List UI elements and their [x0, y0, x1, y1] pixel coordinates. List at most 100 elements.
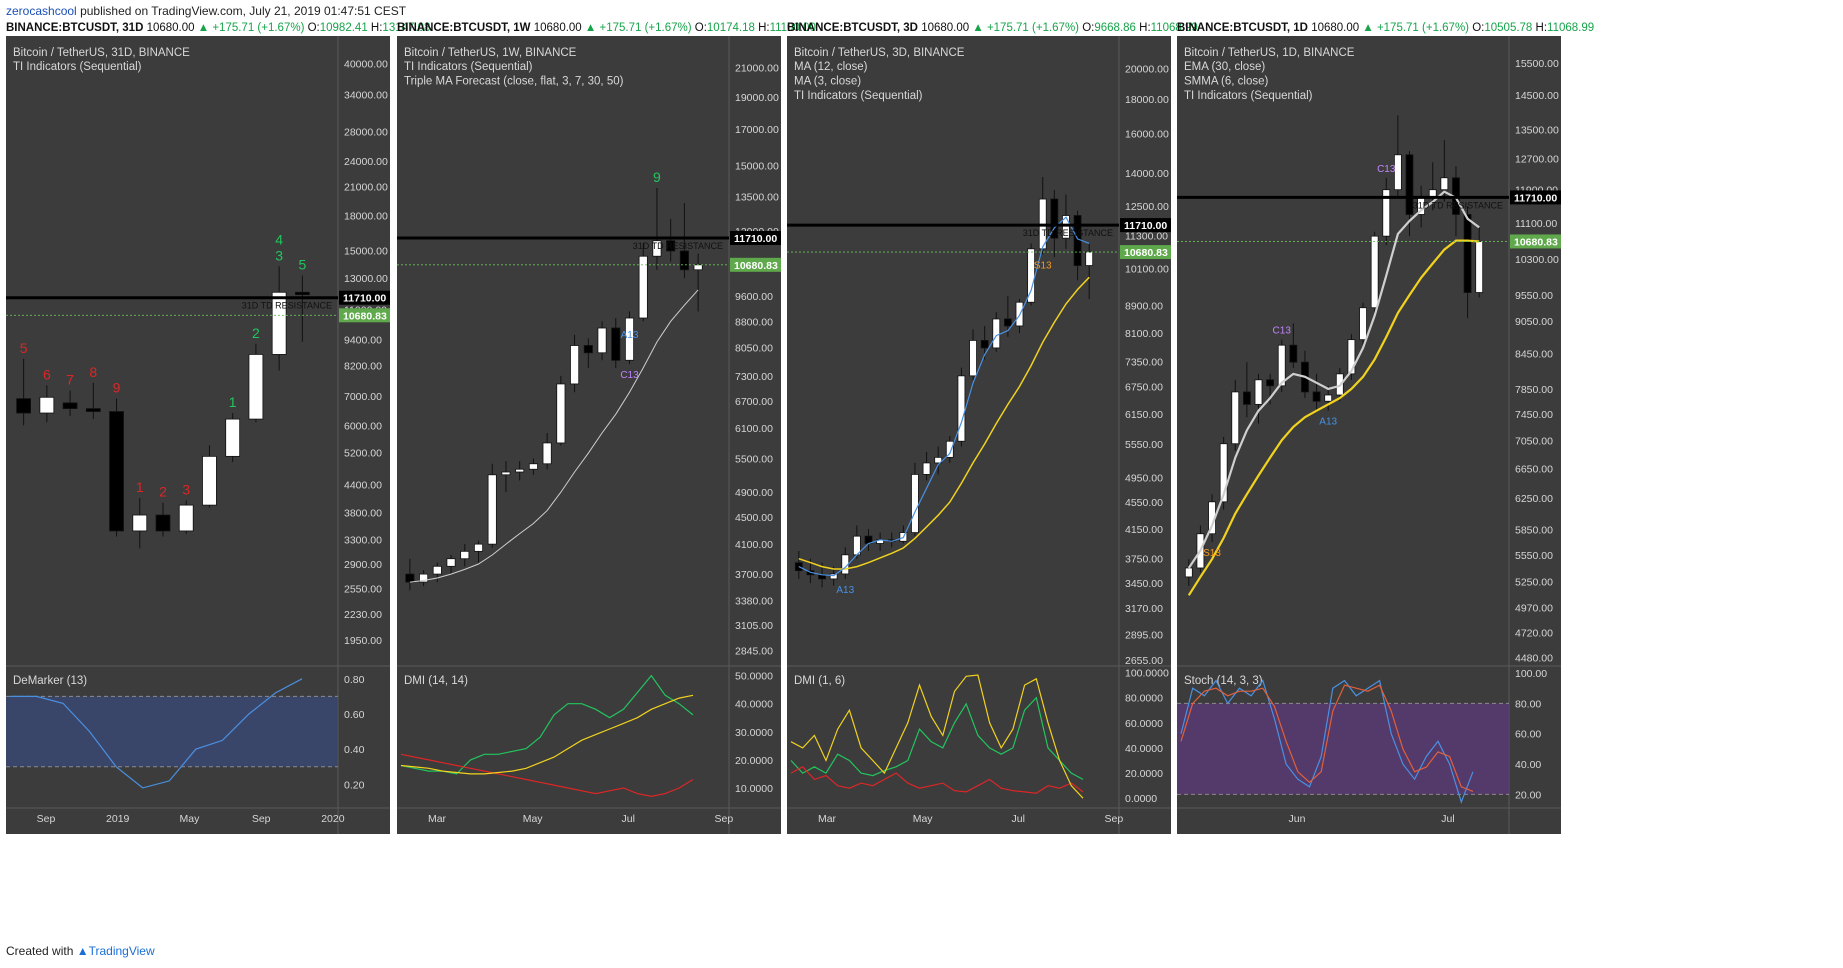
symbol-line: BINANCE:BTCUSDT, 31D 10680.00 ▲ +175.71 …	[6, 22, 430, 34]
time-axis-label: 2020	[321, 813, 345, 825]
candle-body[interactable]	[473, 543, 484, 552]
candle-body[interactable]	[1475, 241, 1484, 293]
candle-body[interactable]	[1405, 154, 1414, 215]
sub-tick-label: 100.00	[1515, 668, 1547, 680]
candle-body[interactable]	[638, 255, 648, 319]
candle-body[interactable]	[295, 291, 310, 296]
candle-body[interactable]	[556, 383, 566, 444]
sequential-count-label: 6	[43, 366, 51, 382]
candle-body[interactable]	[501, 471, 511, 476]
resistance-label: 31D TD RESISTANCE	[633, 241, 723, 251]
chart-panel-1[interactable]: BINANCE:BTCUSDT, 31D 10680.00 ▲ +175.71 …	[6, 22, 430, 935]
candle-body[interactable]	[109, 411, 124, 532]
candle-body[interactable]	[1219, 443, 1228, 503]
sub-tick-label: 0.0000	[1125, 793, 1157, 805]
candle-body[interactable]	[980, 340, 989, 349]
price-tick-label: 7450.00	[1515, 409, 1553, 421]
indicator-legend: TI Indicators (Sequential)	[13, 61, 142, 73]
candle-body[interactable]	[487, 474, 497, 545]
candle-body[interactable]	[922, 462, 931, 475]
candle-body[interactable]	[597, 327, 607, 354]
sequential-count-label: S13	[1203, 548, 1221, 559]
chart-canvas[interactable]: 21000.00 19000.00 17000.00 15000.00 13500.00…	[397, 36, 781, 836]
candle-body[interactable]	[1347, 339, 1356, 375]
candle-body[interactable]	[202, 455, 217, 506]
tradingview-logo-icon[interactable]: ▲	[76, 944, 89, 958]
candle-body[interactable]	[1289, 344, 1298, 363]
candle-body[interactable]	[611, 327, 621, 361]
candle-body[interactable]	[1050, 198, 1059, 239]
candle-body[interactable]	[1277, 344, 1286, 387]
chart-panel-2[interactable]: BINANCE:BTCUSDT, 1W 10680.00 ▲ +175.71 (…	[397, 22, 816, 935]
chart-panel-4[interactable]: BINANCE:BTCUSDT, 1D 10680.00 ▲ +175.71 (…	[1177, 22, 1594, 935]
high-value: 11068.99	[1547, 22, 1595, 34]
sequential-count-label: 3	[182, 481, 190, 497]
candle-body[interactable]	[1184, 567, 1193, 578]
candle-body[interactable]	[155, 514, 171, 532]
candle-body[interactable]	[419, 573, 429, 583]
chart-canvas[interactable]: 15500.0014500.0013500.0012700.0011900.00…	[1177, 36, 1561, 836]
candle-body[interactable]	[624, 317, 635, 361]
sub-tick-label: 80.00	[1515, 698, 1541, 710]
candle-body[interactable]	[271, 291, 287, 355]
candle-body[interactable]	[62, 402, 78, 410]
candle-body[interactable]	[225, 418, 241, 457]
candle-body[interactable]	[652, 240, 662, 257]
sub-indicator-title: Stoch (14, 3, 3)	[1184, 675, 1263, 687]
candle-body[interactable]	[679, 250, 689, 271]
candle-body[interactable]	[911, 474, 919, 533]
candle-body[interactable]	[178, 504, 194, 532]
author-link[interactable]: zerocashcool	[6, 4, 77, 18]
resistance-tag-text: 11710.00	[1124, 220, 1167, 232]
candle-body[interactable]	[1003, 318, 1012, 327]
candle-body[interactable]	[1463, 214, 1472, 293]
candle-body[interactable]	[460, 550, 470, 560]
candle-body[interactable]	[1370, 235, 1379, 309]
candle-body[interactable]	[446, 558, 456, 567]
candle-body[interactable]	[1324, 394, 1333, 402]
candle-body[interactable]	[85, 408, 101, 412]
time-axis-label: May	[913, 813, 934, 825]
sub-tick-label: 20.0000	[1125, 768, 1163, 780]
candle-body[interactable]	[1382, 189, 1391, 237]
candle-body[interactable]	[666, 240, 676, 252]
candle-body[interactable]	[1440, 177, 1449, 191]
candle-body[interactable]	[992, 318, 1001, 349]
candle-body[interactable]	[132, 514, 148, 532]
candle-body[interactable]	[969, 340, 977, 377]
candle-body[interactable]	[829, 573, 838, 580]
candle-body[interactable]	[1243, 391, 1251, 405]
chart-panel-3[interactable]: BINANCE:BTCUSDT, 3D 10680.00 ▲ +175.71 (…	[787, 22, 1198, 935]
candle-body[interactable]	[570, 345, 580, 385]
candle-body[interactable]	[945, 440, 954, 458]
candle-body[interactable]	[1359, 307, 1367, 341]
candle-body[interactable]	[583, 345, 593, 354]
candle-body[interactable]	[1085, 251, 1094, 266]
candle-body[interactable]	[16, 398, 31, 414]
candle-body[interactable]	[1393, 154, 1402, 191]
candle-body[interactable]	[528, 463, 538, 470]
candle-body[interactable]	[1027, 248, 1035, 303]
candle-body[interactable]	[39, 396, 55, 414]
candle-body[interactable]	[1231, 391, 1240, 445]
candle-body[interactable]	[934, 456, 943, 464]
chart-canvas[interactable]: 40000.00 34000.00 28000.00 24000.00 21000.00…	[6, 36, 390, 836]
candle-body[interactable]	[693, 264, 703, 271]
candle-body[interactable]	[1312, 391, 1321, 402]
candle-body[interactable]	[957, 375, 966, 442]
price-tick-label: 5500.00	[735, 453, 773, 465]
candle-body[interactable]	[1073, 215, 1082, 266]
candle-body[interactable]	[248, 354, 264, 420]
candle-body[interactable]	[1062, 215, 1070, 239]
candle-body[interactable]	[1266, 379, 1274, 387]
candle-body[interactable]	[432, 565, 442, 575]
candle-body[interactable]	[515, 468, 525, 473]
candle-body[interactable]	[405, 573, 415, 583]
tradingview-brand[interactable]: TradingView	[88, 944, 155, 958]
sub-tick-label: 20.0000	[735, 755, 773, 767]
candle-body[interactable]	[542, 442, 552, 465]
high-value: 13147.08	[382, 22, 431, 34]
candle-body[interactable]	[1254, 379, 1263, 405]
indicator-legend: EMA (30, close)	[1184, 61, 1265, 73]
chart-canvas[interactable]: 20000.00 18000.00 16000.00 14000.00 12500.00…	[787, 36, 1171, 836]
